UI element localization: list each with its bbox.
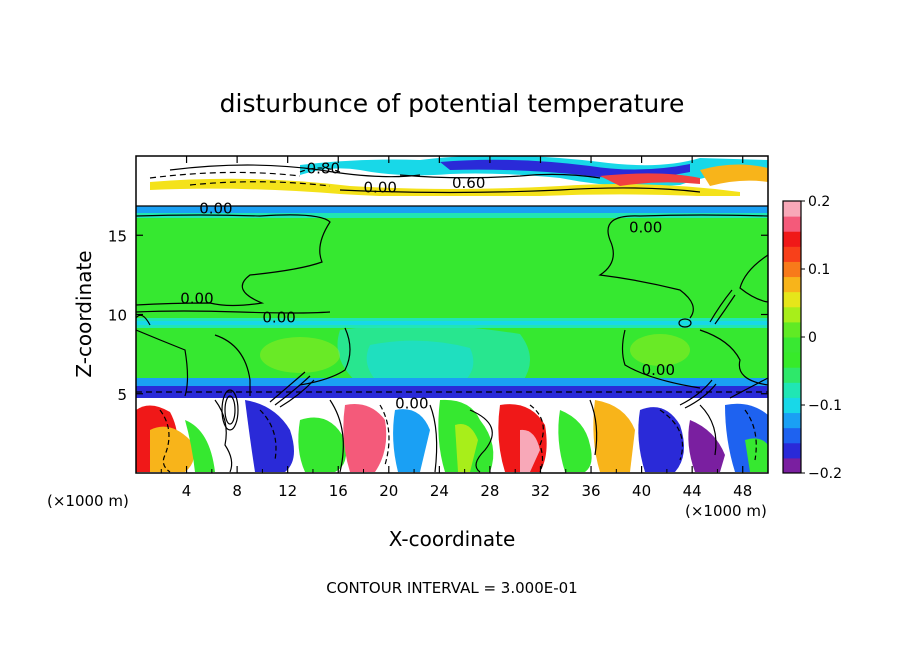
- colorbar-swatch: [783, 306, 801, 323]
- x-tick-label: 32: [531, 482, 550, 500]
- colorbar-swatch: [783, 457, 801, 474]
- contour-label-group: 0.80 0.00 0.60 0.00 0.00 0.00 0.00 0.00 0.00: [180, 160, 675, 413]
- colorbar-tick-label: −0.2: [808, 466, 842, 482]
- colorbar-swatch: [783, 382, 801, 398]
- colorbar-swatch: [783, 412, 801, 429]
- y-axis: 5 10 15: [108, 227, 768, 404]
- colorbar-swatch: [783, 231, 801, 247]
- x-tick-label: 24: [430, 482, 449, 500]
- colorbar-swatch: [783, 216, 801, 232]
- x-axis-unit-left: (×1000 m): [47, 492, 129, 510]
- contour-label: 0.00: [642, 361, 675, 379]
- colorbar-swatch: [783, 321, 801, 338]
- x-tick-label: 4: [182, 482, 192, 500]
- y-tick-label: 5: [117, 386, 127, 404]
- colorbar-swatch: [783, 367, 801, 383]
- colorbar: 0.2 0.1 0 −0.1 −0.2: [782, 194, 842, 482]
- y-axis-label: Z-coordinate: [72, 250, 96, 377]
- x-tick-label: 12: [278, 482, 297, 500]
- x-tick-label: 44: [683, 482, 702, 500]
- contour-zero-left: [136, 214, 331, 307]
- upper-band: [136, 156, 768, 206]
- colorbar-swatch: [783, 352, 801, 368]
- contour-label: 0.00: [395, 394, 428, 412]
- x-tick-label: 48: [733, 482, 752, 500]
- contour-label: 0.00: [629, 218, 662, 236]
- colorbar-swatch: [783, 337, 801, 353]
- colorbar-tick-label: 0.1: [808, 262, 830, 278]
- contour-lines: [136, 164, 768, 473]
- contour-label: 0.00: [262, 309, 295, 327]
- contour-label: 0.00: [364, 179, 397, 197]
- colorbar-swatch: [783, 442, 801, 459]
- x-axis-label: X-coordinate: [389, 527, 516, 551]
- colorbar-swatch: [783, 261, 801, 278]
- colorbar-swatch: [783, 246, 801, 262]
- plot-area: [136, 156, 768, 473]
- colorbar-swatch: [783, 291, 801, 308]
- chart-title: disturbunce of potential temperature: [220, 89, 685, 118]
- x-tick-label: 28: [480, 482, 499, 500]
- x-tick-label: 8: [232, 482, 242, 500]
- colorbar-swatch: [783, 397, 801, 414]
- y-tick-label: 15: [108, 227, 127, 245]
- colorbar-tick-label: 0: [808, 330, 817, 346]
- x-tick-label: 20: [379, 482, 398, 500]
- contour-interval-note: CONTOUR INTERVAL = 3.000E-01: [326, 579, 577, 597]
- contour-label: 0.00: [199, 199, 232, 217]
- colorbar-tick-label: −0.1: [808, 398, 842, 414]
- colorbar-swatch: [783, 201, 801, 217]
- colorbar-swatch: [783, 276, 801, 293]
- lower-turbulence: [136, 398, 768, 473]
- colorbar-swatch: [783, 427, 801, 444]
- contour-label: 0.60: [452, 174, 485, 192]
- contour-label: 0.00: [180, 290, 213, 308]
- x-tick-label: 16: [329, 482, 348, 500]
- contour-zero-right: [598, 214, 768, 319]
- x-tick-label: 40: [632, 482, 651, 500]
- x-axis-unit-right: (×1000 m): [685, 502, 767, 520]
- y-tick-label: 10: [108, 307, 127, 325]
- colorbar-tick-label: 0.2: [808, 194, 830, 210]
- contour-label: 0.80: [307, 160, 340, 178]
- x-axis: 4 8 12 16 20 24 28 32 36 40 44 48: [160, 156, 752, 500]
- x-tick-label: 36: [581, 482, 600, 500]
